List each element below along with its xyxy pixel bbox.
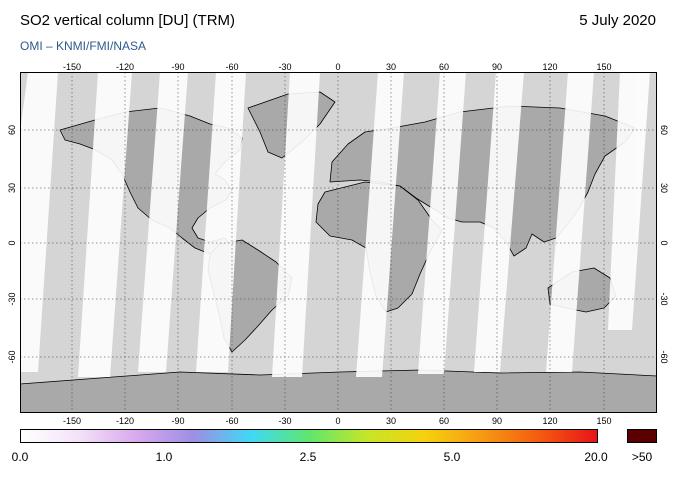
swath-strip — [608, 72, 650, 330]
lon-tick-bottom: 120 — [542, 416, 558, 426]
lon-tick-top: 0 — [335, 62, 341, 72]
lat-tick-right: 0 — [659, 240, 669, 246]
lon-tick-bottom: 90 — [491, 416, 503, 426]
map-frame — [20, 72, 657, 413]
lat-tick-right: -60 — [659, 350, 669, 364]
colorbar-label: 1.0 — [155, 450, 173, 464]
colorbar-label: 0.0 — [11, 450, 29, 464]
lon-tick-bottom: -60 — [225, 416, 239, 426]
lon-tick-bottom: 150 — [596, 416, 612, 426]
map-date: 5 July 2020 — [579, 12, 656, 29]
lon-tick-bottom: 0 — [335, 416, 341, 426]
map-title: SO2 vertical column [DU] (TRM) — [20, 12, 236, 29]
lat-tick-left: -30 — [7, 292, 17, 306]
colorbar-label: 2.5 — [299, 450, 317, 464]
lon-tick-bottom: 60 — [438, 416, 450, 426]
lon-tick-top: -60 — [225, 62, 239, 72]
lon-tick-top: 90 — [491, 62, 503, 72]
lon-tick-top: -120 — [115, 62, 135, 72]
lon-tick-top: -90 — [171, 62, 185, 72]
swath-strip — [474, 72, 524, 372]
swath-strip — [272, 72, 320, 377]
lat-tick-right: 30 — [659, 182, 669, 194]
swath-strip — [78, 72, 132, 377]
lat-tick-right: -30 — [659, 292, 669, 306]
lon-tick-top: 120 — [542, 62, 558, 72]
swath-strip — [196, 72, 246, 372]
lon-tick-top: -30 — [278, 62, 292, 72]
swath-strip — [138, 72, 188, 372]
lon-tick-bottom: -150 — [62, 416, 82, 426]
lon-tick-bottom: -90 — [171, 416, 185, 426]
lat-tick-left: 30 — [7, 182, 17, 194]
satellite-swaths — [20, 72, 650, 377]
map-gridlines — [20, 72, 657, 413]
colorbar-label: 20.0 — [584, 450, 608, 464]
lon-tick-bottom: -120 — [115, 416, 135, 426]
lon-tick-top: 150 — [596, 62, 612, 72]
lat-tick-left: 0 — [7, 240, 17, 246]
lon-tick-top: 30 — [385, 62, 397, 72]
swath-strip — [546, 72, 594, 372]
lon-tick-bottom: 30 — [385, 416, 397, 426]
lat-tick-left: 60 — [7, 124, 17, 136]
lon-tick-top: 60 — [438, 62, 450, 72]
lat-tick-right: 60 — [659, 124, 669, 136]
so2-colorbar — [20, 429, 598, 443]
swath-strip — [20, 72, 58, 372]
swath-strip — [418, 72, 466, 374]
lon-tick-bottom: -30 — [278, 416, 292, 426]
data-source-credit: OMI – KNMI/FMI/NASA — [20, 39, 147, 53]
antarctica-landmass — [20, 369, 657, 413]
lon-tick-top: -150 — [62, 62, 82, 72]
lat-tick-left: -60 — [7, 350, 17, 364]
colorbar-max-label: >50 — [631, 450, 653, 464]
world-map — [20, 72, 657, 413]
colorbar-max-swatch — [627, 429, 657, 443]
swath-strip — [356, 72, 404, 377]
colorbar-label: 5.0 — [443, 450, 461, 464]
